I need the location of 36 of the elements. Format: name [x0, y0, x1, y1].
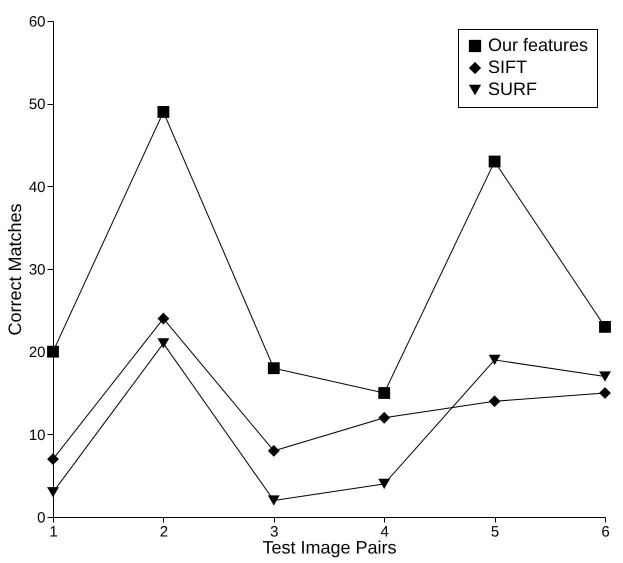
point: [157, 338, 170, 349]
point: [157, 106, 170, 118]
point: [157, 312, 170, 325]
y-tick-label: 10: [28, 426, 46, 444]
x-axis-title: Test Image Pairs: [262, 538, 397, 558]
y-axis-title: Correct Matches: [4, 203, 25, 336]
point: [268, 495, 280, 506]
point: [378, 478, 390, 490]
legend-label: SIFT: [488, 57, 527, 77]
x-tick-label: 1: [49, 524, 58, 540]
y-tick-label: 30: [28, 262, 46, 278]
x-tick-label: 3: [270, 524, 278, 540]
y-tick-label: 0: [37, 510, 46, 526]
point: [599, 387, 611, 399]
x-tick-label: 5: [490, 524, 500, 540]
point: [488, 395, 501, 408]
point: [47, 487, 59, 498]
point: [378, 387, 390, 399]
point: [599, 320, 611, 333]
y-tick-label: 40: [28, 178, 46, 196]
y-tick-label: 50: [28, 96, 46, 114]
point: [488, 156, 501, 168]
x-tick-label: 6: [601, 524, 610, 540]
point: [378, 412, 390, 424]
point: [47, 453, 59, 466]
y-tick-label: 60: [28, 14, 46, 30]
legend-label: SURF: [488, 79, 538, 99]
point: [488, 354, 501, 366]
x-tick-label: 4: [380, 524, 389, 540]
x-tick-label: 2: [160, 524, 168, 540]
point: [599, 371, 611, 382]
point: [268, 362, 280, 374]
y-tick-label: 20: [28, 344, 46, 362]
legend-label: Our features: [488, 35, 588, 55]
point: [47, 346, 59, 358]
point: [268, 444, 280, 457]
